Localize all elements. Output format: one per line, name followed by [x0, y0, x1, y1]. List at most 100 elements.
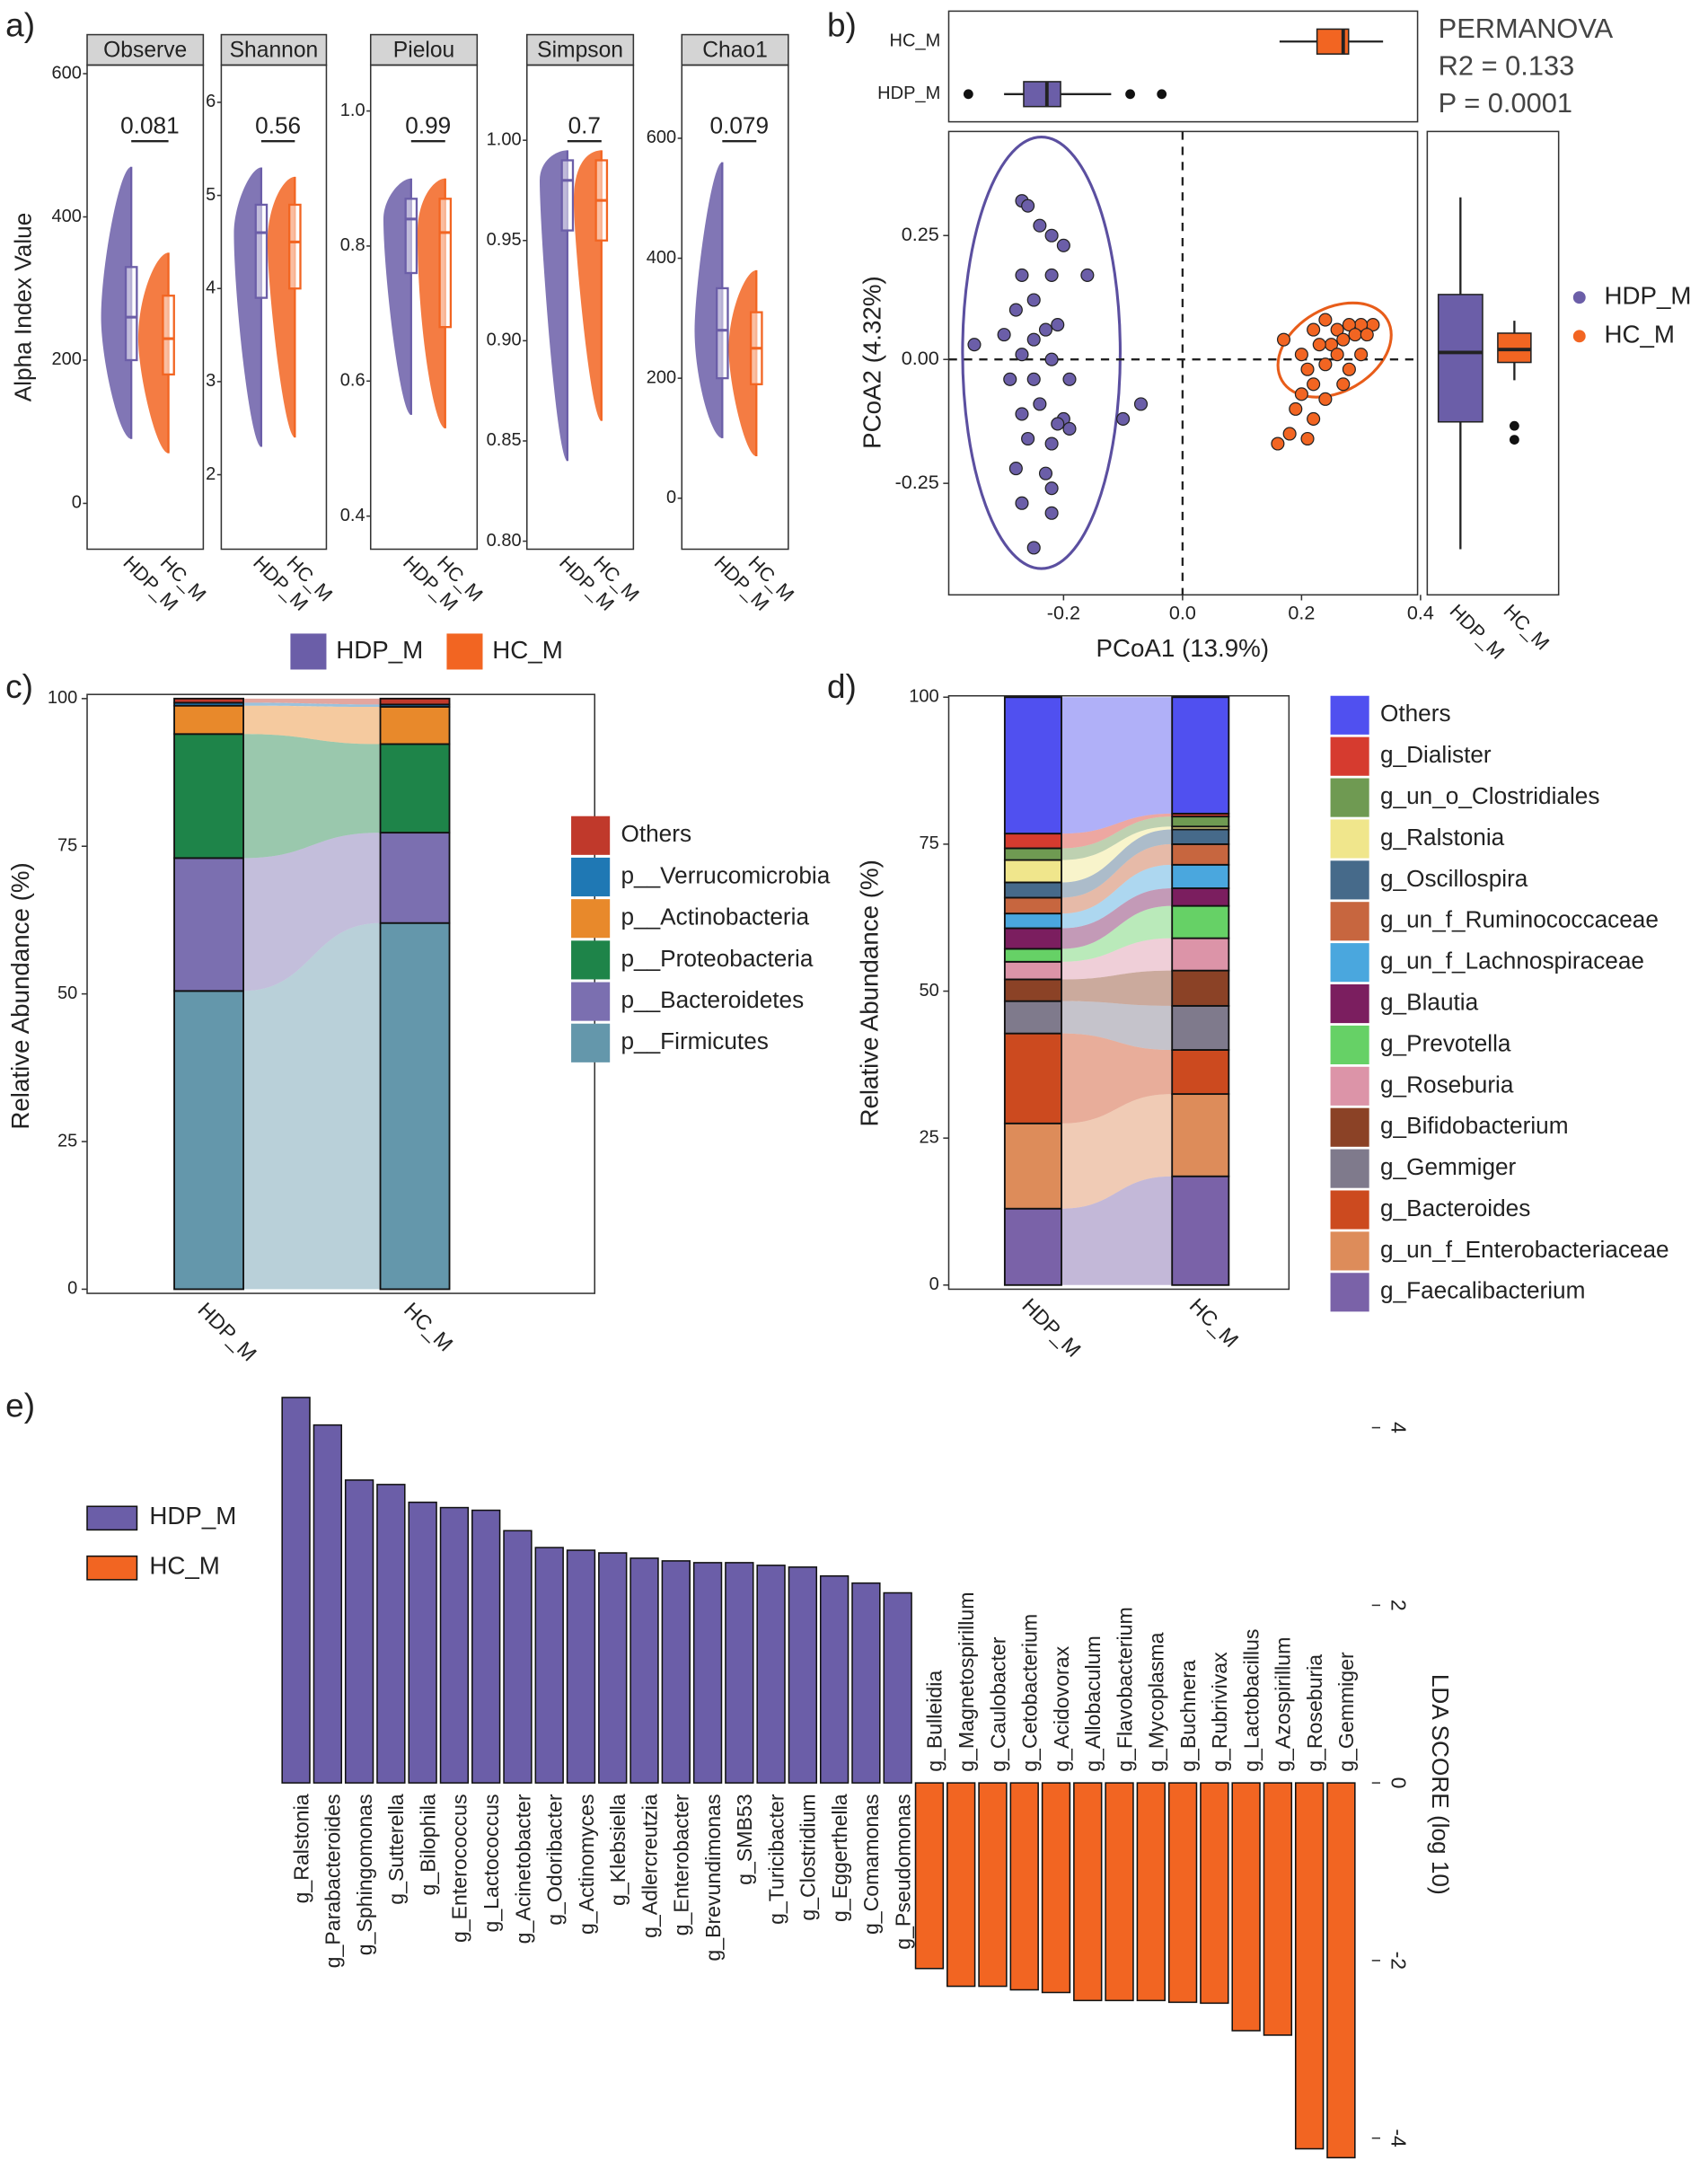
legend-label: g_Prevotella	[1380, 1029, 1511, 1056]
bar	[1105, 1782, 1134, 2002]
bar	[1326, 1782, 1356, 2159]
legend-swatch	[1330, 1273, 1369, 1312]
bar-segment	[1003, 1122, 1062, 1210]
bar-segment	[173, 733, 244, 860]
legend-label: p__Proteobacteria	[621, 945, 813, 972]
box	[162, 295, 175, 376]
bar-segment	[379, 697, 451, 706]
legend-label: HDP_M	[336, 636, 423, 664]
x-tick-label: -0.2	[1047, 602, 1080, 624]
bar-label: g_Bilophila	[416, 1794, 439, 1895]
y-tick-label: -0.25	[895, 471, 939, 493]
bar	[471, 1509, 501, 1784]
alluvium	[1061, 813, 1173, 849]
violin	[101, 166, 132, 439]
point	[1342, 318, 1356, 332]
x-tick-label: 0.2	[1288, 602, 1315, 624]
y-tick-label: 0.25	[902, 223, 939, 245]
legend-label: HDP_M	[1604, 282, 1691, 310]
legend-swatch	[290, 633, 327, 670]
alluvium	[1061, 970, 1173, 1006]
plot-frame	[86, 64, 205, 551]
y-tick-label: 400	[51, 207, 81, 226]
alluvium	[1061, 1094, 1173, 1209]
violin	[694, 162, 723, 438]
legend-swatch	[1330, 695, 1369, 735]
bar-label: g_Sphingomonas	[353, 1794, 376, 1955]
bar-label: g_Roseburia	[1303, 1654, 1326, 1772]
bar-segment	[1003, 881, 1062, 899]
point	[967, 338, 982, 352]
bar-label: g_Acidovorax	[1050, 1645, 1073, 1771]
y-tick-label: 6	[206, 92, 216, 111]
y-tick-label: 2	[1387, 1600, 1410, 1611]
alluvium	[1061, 816, 1173, 860]
violin	[573, 150, 602, 421]
annotation: PERMANOVA	[1439, 13, 1614, 44]
y-tick-label: 25	[919, 1127, 938, 1147]
bar-segment	[1171, 887, 1230, 907]
legend-marker	[1572, 291, 1586, 304]
bar-segment	[1003, 696, 1062, 835]
legend-label: HDP_M	[149, 1502, 236, 1530]
y-tick-label: 75	[919, 833, 938, 853]
legend-label: HC_M	[1604, 321, 1675, 348]
bar-label: g_Caulobacter	[986, 1636, 1009, 1772]
box	[254, 203, 269, 299]
bar-label: g_Gemmiger	[1334, 1652, 1358, 1772]
bar	[1294, 1782, 1325, 2150]
bar-segment	[1003, 1207, 1062, 1286]
alluvium	[1061, 1033, 1173, 1124]
bar-segment	[1171, 1049, 1230, 1096]
bar-label: g_Brevundimonas	[701, 1794, 725, 1961]
point	[1038, 322, 1053, 337]
violin	[417, 178, 445, 428]
point	[1033, 397, 1047, 411]
panel-label: d)	[827, 668, 857, 705]
legend-label: g_Dialister	[1380, 741, 1492, 768]
box	[288, 203, 302, 290]
point	[1021, 198, 1035, 213]
point	[1360, 328, 1374, 342]
bar-segment	[1171, 863, 1230, 889]
y-axis-label: PCoA2 (4.32%)	[858, 276, 886, 449]
point	[1271, 436, 1285, 451]
bar-segment	[1171, 816, 1230, 828]
point	[1044, 481, 1059, 496]
point	[1044, 352, 1059, 366]
alluvium	[243, 922, 381, 1290]
bar	[756, 1565, 786, 1784]
legend-swatch	[571, 899, 611, 939]
point	[1312, 338, 1326, 352]
legend-swatch	[571, 940, 611, 980]
legend-label: g_Blautia	[1380, 988, 1479, 1015]
bar	[1136, 1782, 1166, 2002]
bar-label: g_Comamonas	[859, 1794, 883, 1935]
outlier	[963, 89, 973, 100]
plot-frame	[681, 64, 789, 551]
point	[1330, 348, 1344, 362]
legend-swatch	[1330, 943, 1369, 983]
point	[1062, 421, 1077, 436]
outlier	[1125, 89, 1135, 100]
legend-label: g_un_o_Clostridiales	[1380, 782, 1599, 809]
alluvium	[1061, 826, 1173, 883]
bar-segment	[173, 697, 244, 704]
point	[997, 328, 1011, 342]
point	[1015, 348, 1029, 362]
point	[1294, 348, 1308, 362]
plot-frame	[369, 64, 479, 551]
bar-segment	[1003, 927, 1062, 950]
legend-label: p__Actinobacteria	[621, 904, 809, 930]
box	[124, 266, 138, 362]
y-tick-label: 0.8	[340, 235, 365, 255]
y-tick-label: 0.6	[340, 371, 365, 391]
annotation: P = 0.0001	[1439, 87, 1572, 119]
y-tick-label: 4	[1387, 1422, 1410, 1433]
p-value: 0.56	[255, 112, 301, 139]
point	[1008, 462, 1023, 476]
x-axis-label: PCoA1 (13.9%)	[1096, 634, 1269, 662]
point	[1300, 362, 1315, 376]
point	[1026, 541, 1041, 555]
bar-segment	[1003, 1032, 1062, 1124]
